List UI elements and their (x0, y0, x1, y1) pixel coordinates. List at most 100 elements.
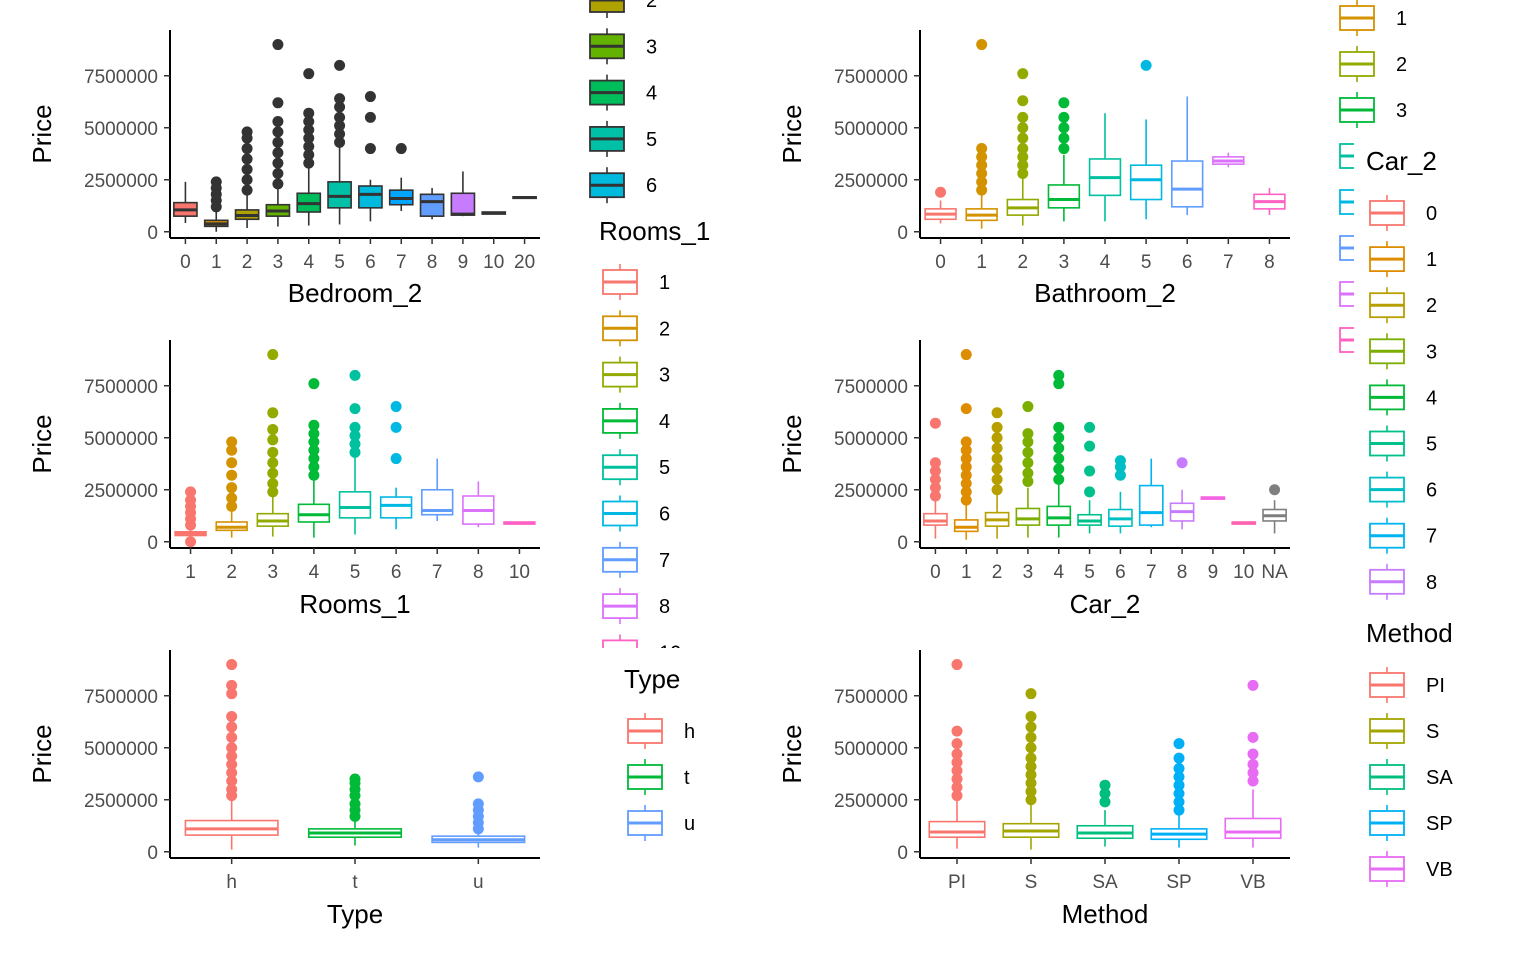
outlier-point (226, 750, 238, 762)
y-tick-label: 7500000 (84, 687, 158, 708)
outlier-point (308, 469, 320, 481)
legend-label: 2 (646, 0, 657, 12)
outlier-point (267, 407, 279, 419)
x-tick-label: 3 (1023, 562, 1034, 583)
box-7 (421, 458, 454, 521)
box-8 (1253, 188, 1286, 216)
outlier-point (272, 168, 284, 180)
legend-label: SA (1426, 767, 1453, 789)
legend-label: 0 (1426, 203, 1437, 225)
x-tick-label: 4 (1100, 252, 1111, 273)
legend-key: 0 (1369, 195, 1437, 231)
bathroom-legend-hidden (1339, 143, 1354, 353)
outlier-point (1114, 469, 1126, 481)
outlier-point (976, 39, 988, 51)
y-tick-label: 7500000 (834, 687, 908, 708)
legend-label: u (684, 813, 695, 835)
outlier-point (1269, 484, 1281, 496)
x-tick-label: 6 (391, 562, 402, 583)
box-VB (1224, 679, 1282, 848)
type-legend: Type h t u (624, 664, 695, 841)
outlier-point (1176, 457, 1188, 469)
legend-label: 4 (1426, 387, 1437, 409)
outlier-point (1173, 738, 1185, 750)
x-tick-label: t (352, 872, 358, 893)
y-axis-title: Price (27, 414, 57, 473)
outlier-point (951, 765, 963, 777)
outlier-point (1140, 59, 1152, 71)
outlier-point (241, 143, 253, 155)
box-iqr (297, 503, 331, 523)
outlier-point (1022, 401, 1034, 413)
outlier-point (960, 486, 972, 498)
x-tick-label: 2 (1017, 252, 1028, 273)
outlier-point (1053, 432, 1065, 444)
x-axis-title: Type (327, 899, 383, 929)
box-u (431, 771, 526, 848)
legend-key: 3 (589, 28, 657, 65)
outlier-point (395, 143, 407, 155)
outlier-point (272, 116, 284, 128)
outlier-point (976, 159, 988, 171)
outlier-point (1053, 369, 1065, 381)
outlier-point (226, 783, 238, 795)
legend-key: 6 (602, 495, 670, 532)
x-tick-label: 6 (1115, 562, 1126, 583)
x-tick-label: 6 (1182, 252, 1193, 273)
x-tick-label: u (473, 872, 484, 893)
outlier-point (267, 486, 279, 498)
x-tick-label: 7 (1146, 562, 1157, 583)
legend-label: 3 (1426, 341, 1437, 363)
box-iqr (419, 193, 445, 217)
x-axis-title: Rooms_1 (299, 589, 410, 619)
box-6 (1108, 455, 1133, 534)
outlier-point (272, 126, 284, 138)
legend-title: Method (1366, 618, 1453, 648)
legend-key (1339, 235, 1354, 261)
outlier-point (226, 688, 238, 700)
outlier-point (1053, 378, 1065, 390)
outlier-point (1247, 775, 1259, 787)
outlier-point (364, 111, 376, 123)
outlier-point (334, 136, 346, 148)
outlier-point (267, 457, 279, 469)
legend-label: 2 (659, 318, 670, 340)
outlier-point (308, 444, 320, 456)
box-1 (203, 176, 229, 232)
legend-key: 10 (602, 634, 681, 664)
outlier-point (349, 421, 361, 433)
box-20 (512, 195, 537, 200)
x-tick-label: 1 (185, 562, 196, 583)
outlier-point (364, 143, 376, 155)
outlier-point (1025, 777, 1037, 789)
y-tick-label: 7500000 (834, 377, 908, 398)
y-tick-label: 7500000 (84, 67, 158, 88)
outlier-point (1084, 440, 1096, 452)
outlier-point (1022, 428, 1034, 440)
outlier-point (1173, 771, 1185, 783)
box-10 (503, 521, 536, 525)
outlier-point (991, 432, 1003, 444)
outlier-point (991, 421, 1003, 433)
legend-label: 4 (646, 83, 657, 105)
legend-title: Type (624, 664, 680, 694)
legend-key: PI (1369, 667, 1445, 703)
outlier-point (226, 457, 238, 469)
outlier-point (1025, 785, 1037, 797)
legend-label: h (684, 721, 695, 743)
outlier-point (226, 659, 238, 671)
box-9 (450, 171, 476, 217)
outlier-point (991, 484, 1003, 496)
legend-key: 2 (589, 0, 657, 18)
x-tick-label: 7 (432, 562, 443, 583)
box-5 (327, 59, 352, 225)
x-tick-label: 0 (180, 252, 191, 273)
outlier-point (1053, 442, 1065, 454)
outlier-point (1053, 463, 1065, 475)
outlier-point (960, 478, 972, 490)
outlier-point (1017, 132, 1029, 144)
legend-label: 10 (659, 642, 681, 664)
outlier-point (960, 469, 972, 481)
box-iqr (338, 491, 372, 519)
